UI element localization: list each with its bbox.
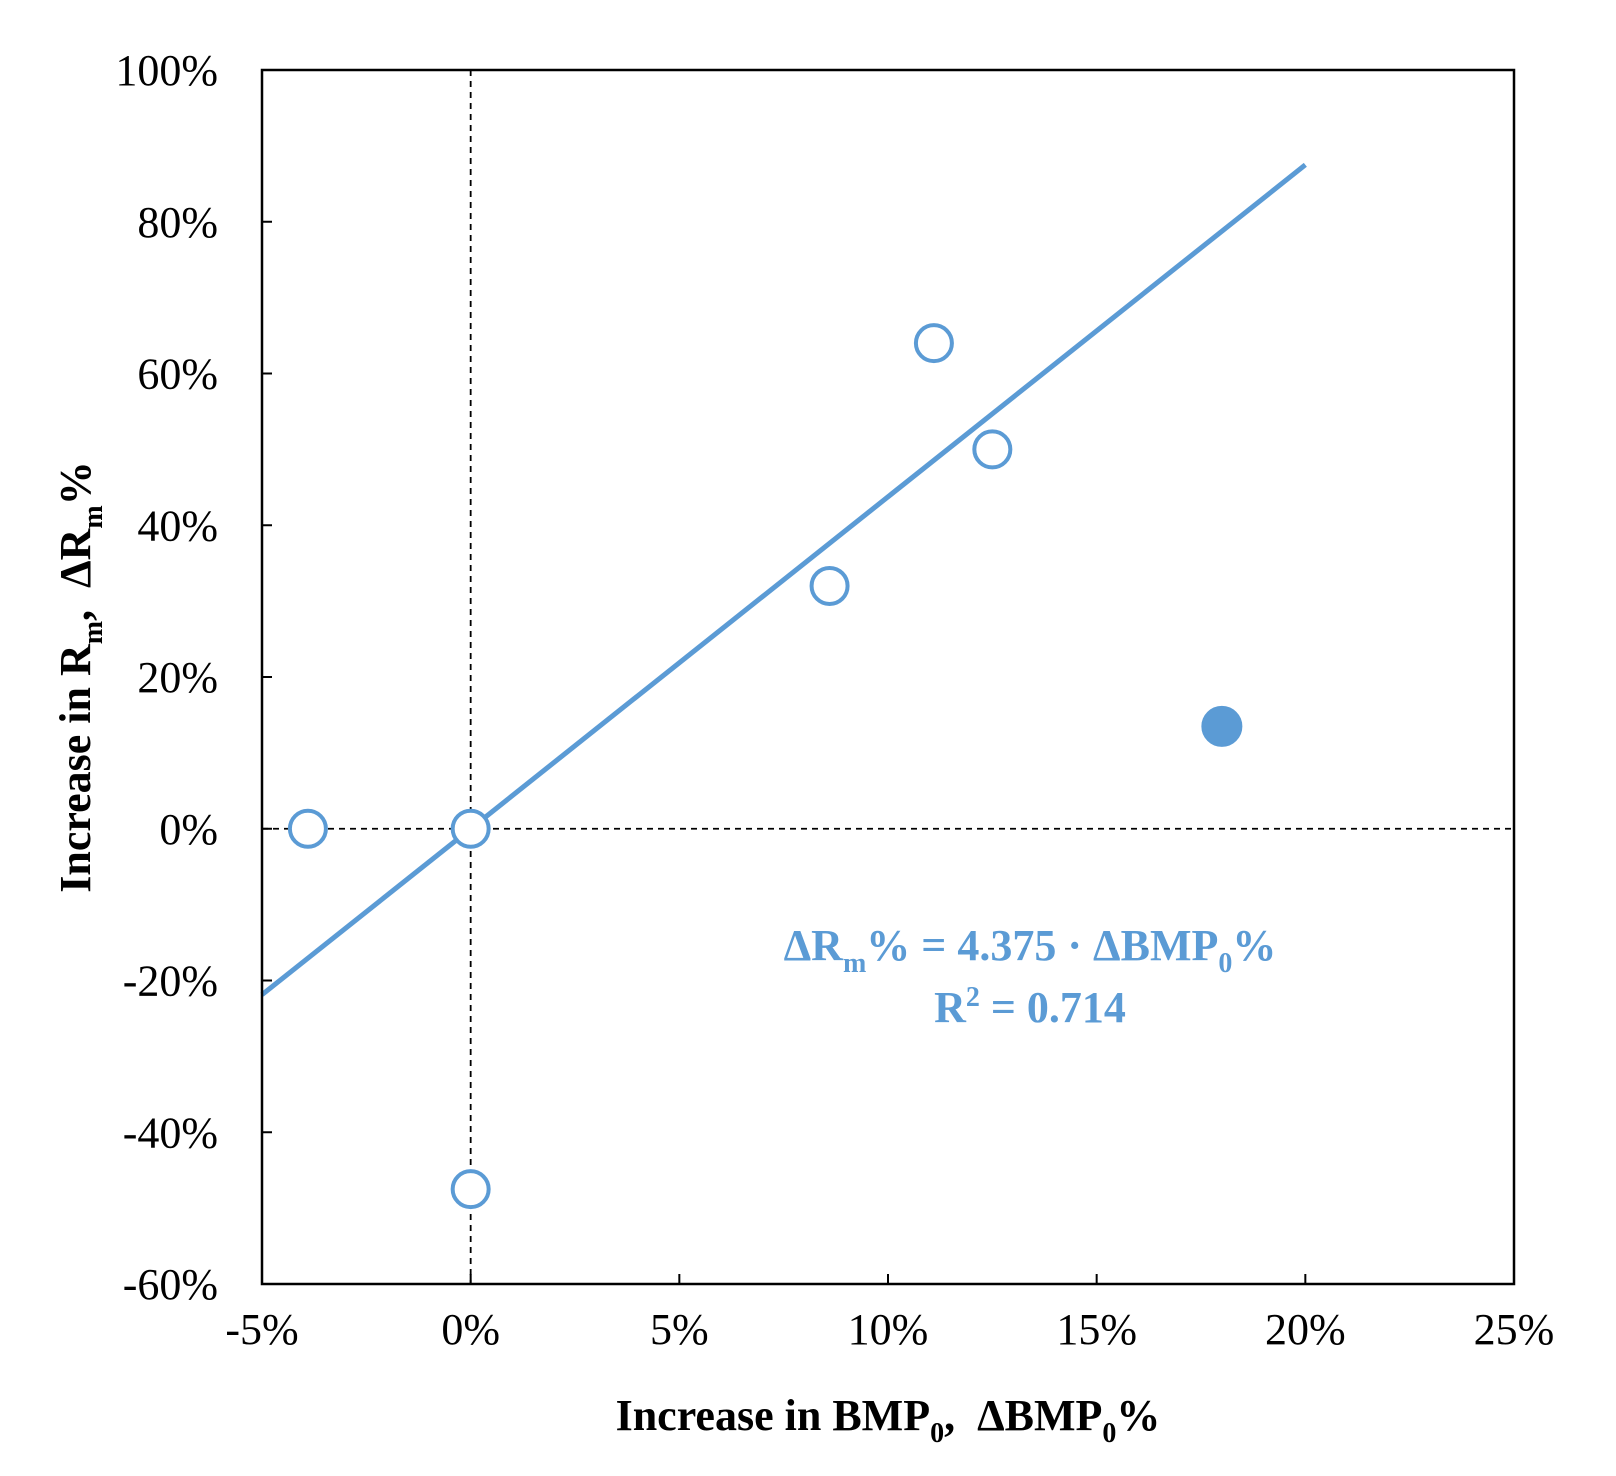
tick-labels-layer: -5% 0% 5% 10% 15% 20% 25% -60% -40% -20% 0% 20% 40% 6… bbox=[115, 46, 1554, 1354]
y-tick-label: -60% bbox=[123, 1260, 218, 1309]
y-axis-title: Increase in Rm, ΔRm% bbox=[51, 461, 109, 893]
reference-lines bbox=[262, 70, 1514, 1284]
x-axis-title: Increase in BMP0, ΔBMP0% bbox=[616, 1391, 1161, 1449]
x-tick-label: 25% bbox=[1474, 1305, 1555, 1354]
x-tick-label: -5% bbox=[225, 1305, 298, 1354]
fit-line-layer bbox=[260, 162, 1307, 997]
points-layer bbox=[287, 323, 1243, 1210]
filled-data-point bbox=[1201, 705, 1243, 747]
y-tick-label: -20% bbox=[123, 957, 218, 1006]
open-data-point bbox=[287, 808, 328, 849]
fit-equation: ΔRm% = 4.375 · ΔBMP0% bbox=[784, 921, 1277, 979]
y-tick-label: 20% bbox=[137, 653, 218, 702]
y-tick-label: 0% bbox=[159, 805, 218, 854]
y-tick-label: 40% bbox=[137, 501, 218, 550]
x-tick-label: 15% bbox=[1056, 1305, 1137, 1354]
x-tick-label: 10% bbox=[848, 1305, 929, 1354]
r-squared-label: R2 = 0.714 bbox=[934, 982, 1126, 1032]
x-tick-label: 0% bbox=[441, 1305, 500, 1354]
open-data-point bbox=[450, 1169, 491, 1210]
open-data-point bbox=[972, 429, 1013, 470]
plot-frame bbox=[260, 68, 1516, 1286]
y-tick-label: 100% bbox=[115, 46, 218, 95]
ticks-layer bbox=[261, 69, 1515, 1285]
y-tick-label: -40% bbox=[123, 1108, 218, 1157]
y-tick-label: 80% bbox=[137, 198, 218, 247]
fit-line bbox=[260, 162, 1307, 997]
open-data-point bbox=[450, 808, 491, 849]
open-data-point bbox=[809, 565, 850, 606]
y-tick-label: 60% bbox=[137, 350, 218, 399]
x-tick-label: 5% bbox=[650, 1305, 709, 1354]
open-data-point bbox=[913, 323, 954, 364]
x-tick-label: 20% bbox=[1265, 1305, 1346, 1354]
